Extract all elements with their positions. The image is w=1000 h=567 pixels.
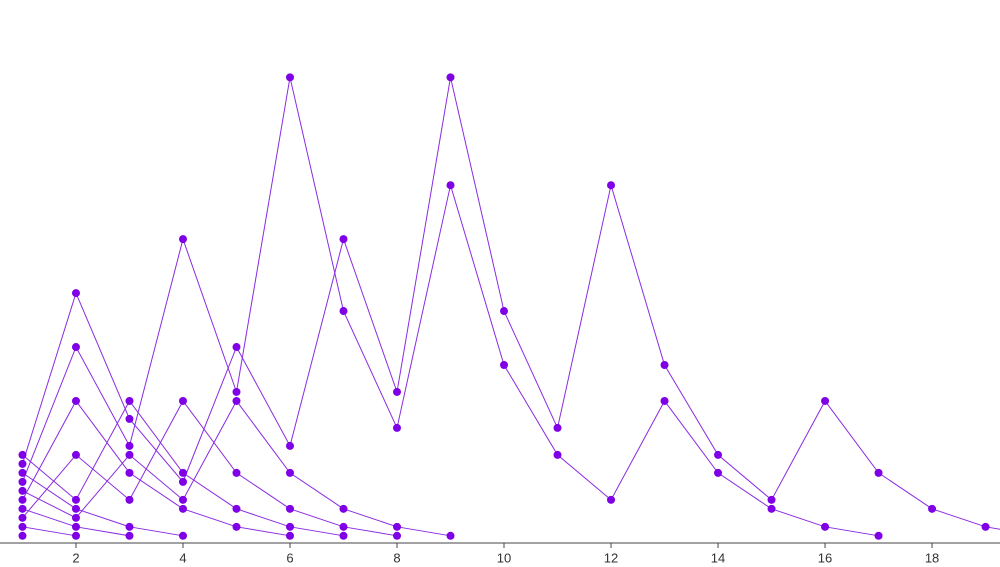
x-tick-label: 14	[711, 550, 725, 565]
point	[393, 522, 402, 531]
point	[446, 73, 455, 82]
x-tick-label: 4	[179, 550, 186, 565]
point	[660, 396, 669, 405]
point	[821, 522, 830, 531]
x-tick-label: 2	[72, 550, 79, 565]
point	[125, 522, 134, 531]
point	[71, 495, 80, 504]
point	[18, 531, 27, 540]
point	[178, 495, 187, 504]
series-line	[22, 400, 291, 537]
point	[18, 477, 27, 486]
point	[500, 307, 509, 316]
point	[553, 450, 562, 459]
point	[339, 522, 348, 531]
point	[71, 522, 80, 531]
point	[981, 522, 990, 531]
point	[71, 396, 80, 405]
point	[767, 495, 776, 504]
point	[232, 504, 241, 513]
point	[285, 522, 294, 531]
series-line	[21, 77, 1000, 530]
series-line	[22, 77, 879, 537]
series-line	[22, 508, 130, 537]
point	[660, 360, 669, 369]
point	[125, 414, 134, 423]
point	[71, 450, 80, 459]
point	[18, 468, 27, 477]
point	[71, 504, 80, 513]
point	[71, 531, 80, 540]
point	[553, 423, 562, 432]
point	[71, 343, 80, 352]
point	[285, 468, 294, 477]
point	[18, 513, 27, 522]
point	[607, 495, 616, 504]
x-tick-label: 16	[818, 550, 832, 565]
point	[232, 468, 241, 477]
point	[232, 396, 241, 405]
point	[125, 396, 134, 405]
point	[928, 504, 937, 513]
point	[18, 450, 27, 459]
point	[125, 441, 134, 450]
point	[821, 396, 830, 405]
point	[18, 495, 27, 504]
point	[178, 477, 187, 486]
series-line	[22, 400, 451, 537]
point	[285, 504, 294, 513]
point	[285, 531, 294, 540]
point	[71, 289, 80, 298]
point	[232, 522, 241, 531]
x-tick-label: 18	[925, 550, 939, 565]
point	[714, 468, 723, 477]
series-line	[22, 400, 398, 537]
point	[125, 468, 134, 477]
point	[178, 396, 187, 405]
point	[393, 387, 402, 396]
point	[607, 181, 616, 190]
point	[446, 181, 455, 190]
point	[178, 468, 187, 477]
point	[339, 307, 348, 316]
point	[18, 522, 27, 531]
x-tick-label: 12	[604, 550, 618, 565]
point	[232, 387, 241, 396]
point	[767, 504, 776, 513]
x-tick-label: 10	[497, 550, 511, 565]
point	[339, 504, 348, 513]
point	[232, 343, 241, 352]
x-tick-label: 8	[393, 550, 400, 565]
point	[285, 441, 294, 450]
point	[339, 235, 348, 244]
point	[714, 450, 723, 459]
point	[874, 531, 883, 540]
point	[393, 423, 402, 432]
point	[339, 531, 348, 540]
point	[18, 459, 27, 468]
point	[178, 531, 187, 540]
point	[500, 360, 509, 369]
point	[446, 531, 455, 540]
x-tick-label: 6	[286, 550, 293, 565]
point	[125, 531, 134, 540]
point	[178, 235, 187, 244]
point	[18, 504, 27, 513]
series-line	[22, 526, 77, 537]
point	[874, 468, 883, 477]
point	[178, 504, 187, 513]
point	[125, 450, 134, 459]
point	[71, 513, 80, 522]
point	[285, 73, 294, 82]
point	[18, 486, 27, 495]
point	[125, 495, 134, 504]
series-line	[22, 472, 184, 537]
point	[393, 531, 402, 540]
